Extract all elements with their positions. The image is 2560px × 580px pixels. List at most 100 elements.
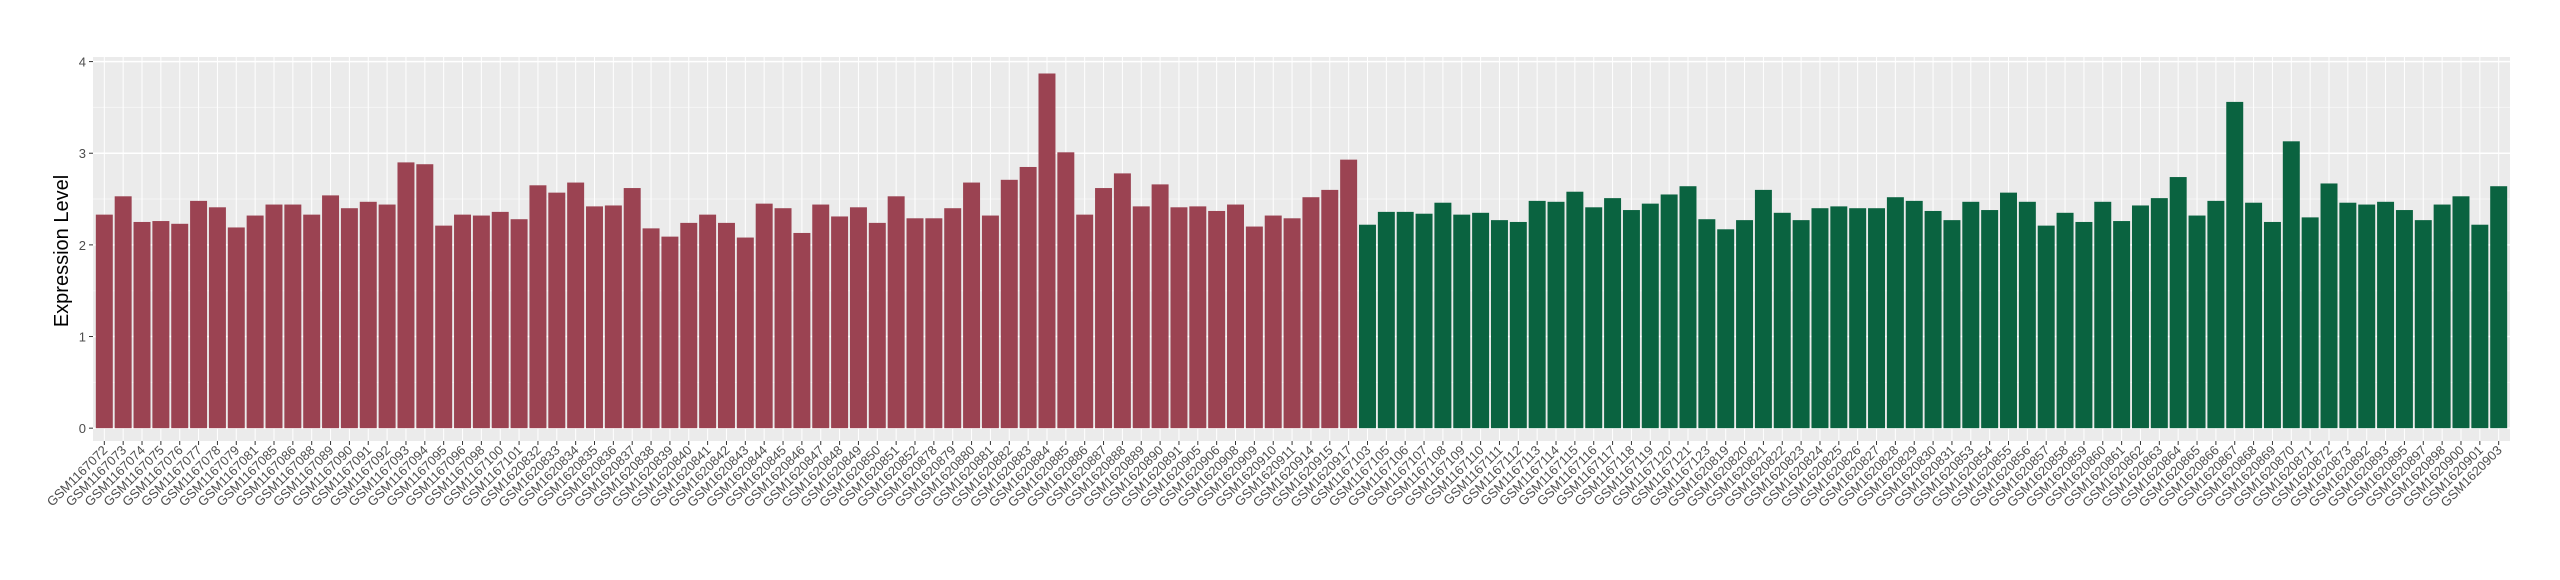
bar <box>1490 220 1508 429</box>
bar <box>1641 203 1659 429</box>
bar <box>2414 220 2432 429</box>
bar <box>831 216 849 429</box>
bar <box>1472 212 1490 429</box>
bar <box>133 221 151 429</box>
bar <box>246 215 264 429</box>
bar <box>340 208 358 429</box>
bar <box>397 162 415 429</box>
bar <box>2433 204 2451 429</box>
bar <box>1151 184 1169 429</box>
bar <box>1113 173 1131 429</box>
bar <box>642 228 660 429</box>
bar <box>1019 166 1037 429</box>
bar <box>152 221 170 429</box>
bar <box>2056 212 2074 429</box>
bar <box>586 206 603 429</box>
bar <box>1321 189 1339 429</box>
y-tick-label: 4 <box>79 55 86 70</box>
bar <box>1849 208 1867 429</box>
bar <box>1000 179 1018 429</box>
bar <box>567 182 585 429</box>
bar <box>868 222 886 429</box>
bar <box>1585 207 1603 429</box>
bar <box>2207 200 2225 429</box>
bar <box>1038 73 1056 429</box>
y-tick-label: 1 <box>79 330 86 345</box>
bar <box>1396 211 1414 429</box>
bar <box>1962 201 1980 429</box>
bar <box>925 218 943 429</box>
bar <box>2113 221 2131 429</box>
bar <box>1509 221 1527 429</box>
bar <box>699 214 717 429</box>
bar <box>2075 221 2093 429</box>
bar <box>661 236 679 429</box>
bar <box>303 214 321 429</box>
bar <box>793 232 811 429</box>
bar <box>208 207 226 429</box>
bar <box>265 204 283 429</box>
bar <box>1679 186 1697 429</box>
bar <box>680 222 698 429</box>
bar <box>1264 215 1282 429</box>
y-tick-label: 2 <box>79 238 86 253</box>
bar <box>755 203 773 429</box>
bar <box>623 188 641 429</box>
bar <box>1754 189 1772 429</box>
bar <box>1830 206 1848 429</box>
bar <box>2395 210 2413 429</box>
bar <box>1076 214 1094 429</box>
bar <box>1170 207 1188 429</box>
bar <box>2452 196 2470 429</box>
bar <box>171 223 189 429</box>
bar <box>1886 197 1904 429</box>
bar <box>2169 177 2187 429</box>
bar <box>284 204 302 429</box>
bar <box>2282 141 2300 429</box>
bar <box>1868 208 1886 429</box>
bar <box>1622 210 1640 429</box>
bar <box>1943 220 1961 429</box>
bar <box>1604 198 1622 429</box>
bar <box>2094 201 2112 429</box>
bar <box>906 218 924 429</box>
bar <box>2377 201 2395 429</box>
bar <box>1245 226 1263 429</box>
bar <box>454 214 472 429</box>
bar <box>2320 183 2338 429</box>
bar <box>190 200 208 429</box>
bar <box>491 211 509 429</box>
bar <box>1208 210 1226 429</box>
bar <box>1434 202 1452 429</box>
bar <box>1302 197 1320 429</box>
bar <box>1359 224 1376 429</box>
y-tick-label: 0 <box>79 421 86 436</box>
bar <box>416 164 434 429</box>
bar <box>1773 212 1791 429</box>
bar <box>1698 219 1716 429</box>
bar <box>1547 201 1565 429</box>
bar <box>1811 208 1829 429</box>
bar <box>378 204 396 429</box>
bar <box>774 208 792 429</box>
bar <box>1227 204 1244 429</box>
bar <box>2037 225 2055 429</box>
bar <box>2339 202 2357 429</box>
bar <box>2188 215 2206 429</box>
bar <box>812 204 830 429</box>
bar <box>1132 206 1150 429</box>
bar <box>1340 159 1358 429</box>
bar <box>510 219 528 429</box>
bar <box>717 222 735 429</box>
bar <box>1981 210 1999 429</box>
y-axis-title: Expression Level <box>51 175 73 327</box>
bar <box>2245 202 2263 429</box>
bar <box>227 227 245 429</box>
bar <box>1453 214 1471 429</box>
bar <box>1528 200 1546 429</box>
bar <box>472 215 490 429</box>
bar <box>604 205 622 429</box>
bar <box>322 195 340 429</box>
bar <box>1924 210 1942 429</box>
bar <box>114 196 132 429</box>
